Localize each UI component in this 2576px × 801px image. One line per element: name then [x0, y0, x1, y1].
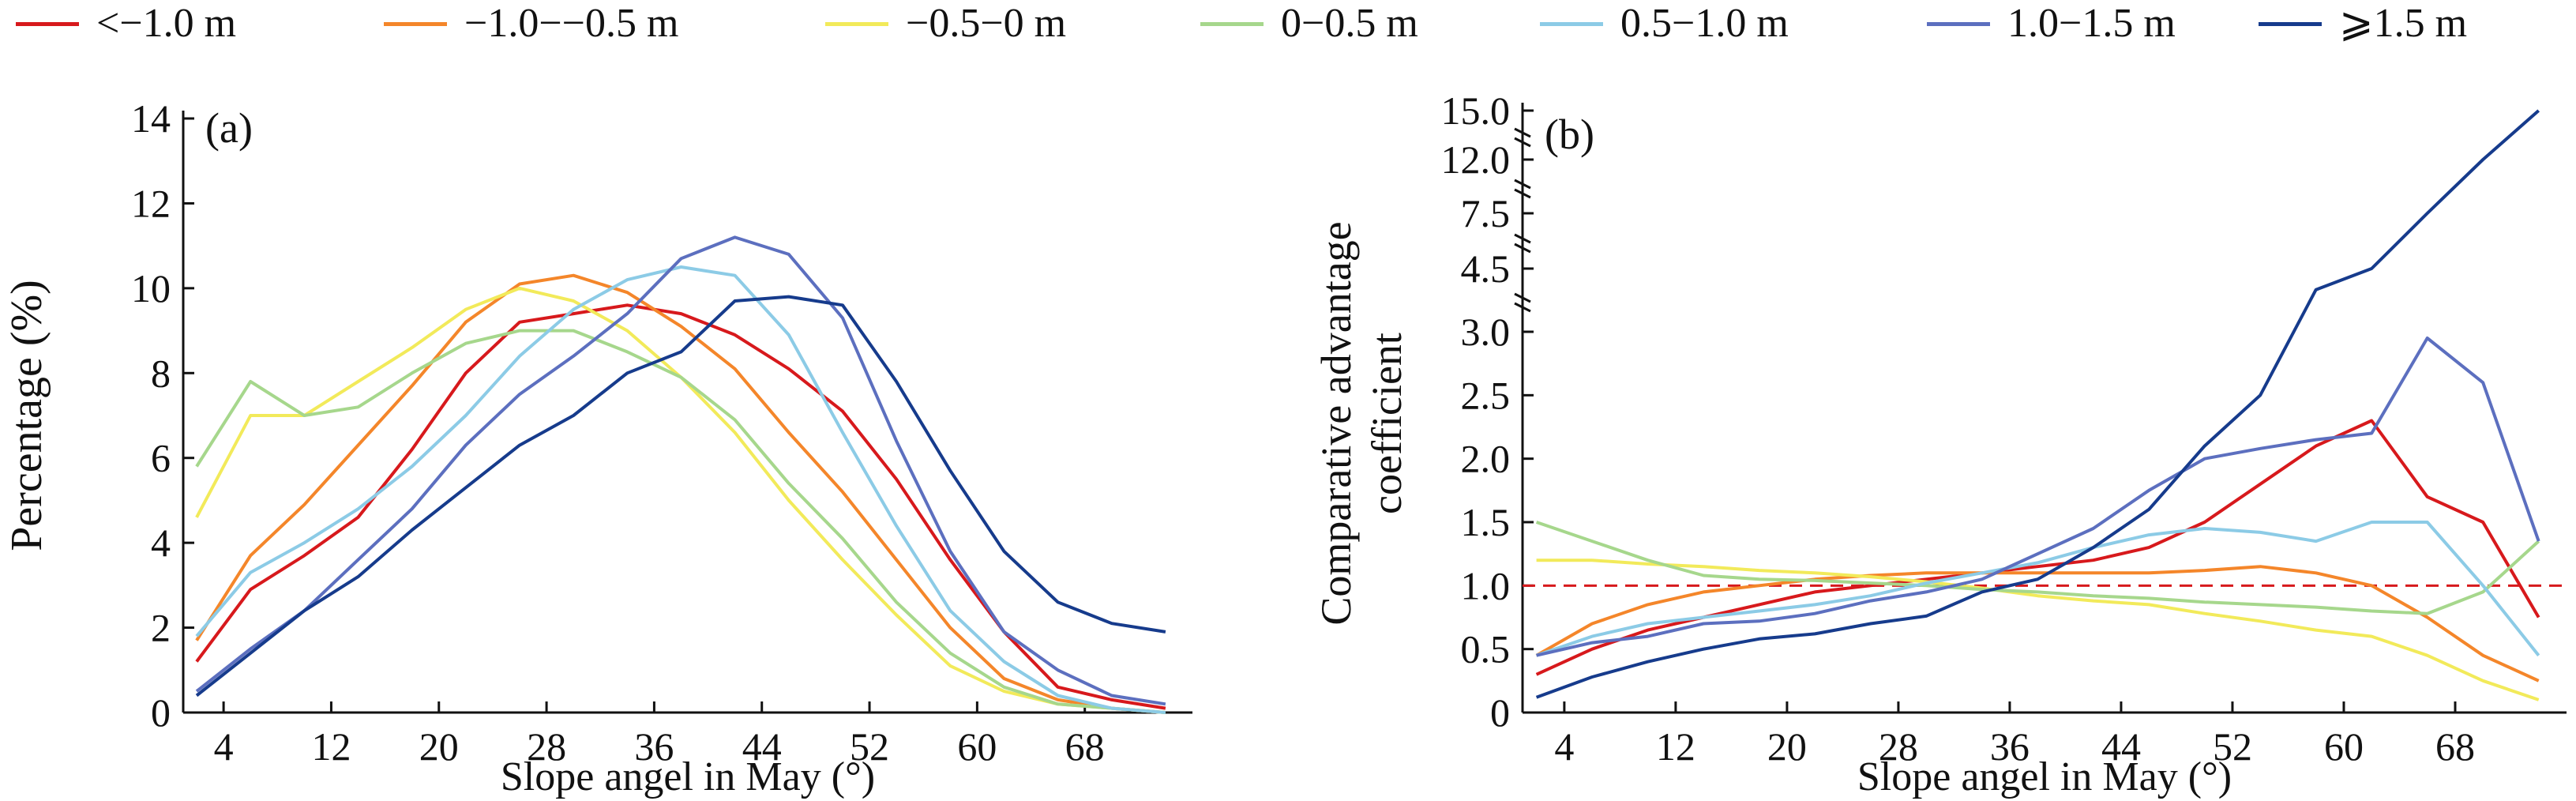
axis-break-mark — [1514, 243, 1531, 254]
legend-item: 1.0−1.5 m — [1927, 0, 2176, 47]
y-tick-label: 8 — [151, 351, 171, 395]
y-tick-label: 14 — [131, 96, 171, 141]
legend-swatch — [1200, 21, 1264, 26]
series-line — [195, 273, 1166, 714]
series-line — [195, 303, 1166, 710]
series-line — [1535, 521, 2540, 657]
y-tick-label: 4 — [151, 521, 171, 565]
x-tick-label: 12 — [311, 724, 351, 769]
y-tick-label: 2.0 — [1461, 437, 1511, 481]
legend-label: 1.0−1.5 m — [2007, 1, 2176, 46]
legend-label: 0−0.5 m — [1281, 1, 1418, 46]
legend-swatch — [825, 21, 888, 26]
x-tick-label: 28 — [1879, 724, 1918, 769]
legend-item: 0.5−1.0 m — [1540, 0, 1789, 47]
legend-item: <−1.0 m — [16, 0, 236, 47]
legend-label: −1.0−−0.5 m — [464, 1, 679, 46]
legend-label: ⩾1.5 m — [2339, 1, 2468, 46]
axis-break-mark — [1514, 137, 1531, 148]
y-tick-label: 0.5 — [1461, 627, 1511, 671]
y-tick-label: 0 — [1490, 690, 1510, 735]
y-axis-label: Comparative advantagecoefficient — [1312, 221, 1410, 625]
legend-item: −1.0−−0.5 m — [384, 0, 678, 47]
x-tick-label: 60 — [957, 724, 997, 769]
y-tick-label: 0 — [151, 690, 171, 735]
axis-break-mark — [1514, 292, 1531, 303]
legend-label: 0.5−1.0 m — [1620, 1, 1789, 46]
legend: <−1.0 m −1.0−−0.5 m −0.5−0 m 0−0.5 m 0.5−1.0… — [0, 0, 2576, 47]
x-tick-label: 44 — [2101, 724, 2141, 769]
legend-label: <−1.0 m — [96, 1, 237, 46]
series-line — [1535, 419, 2540, 676]
y-tick-label: 3.0 — [1461, 310, 1511, 354]
axis-break-mark — [1514, 127, 1531, 138]
x-tick-label: 68 — [1065, 724, 1105, 769]
legend-swatch — [2259, 21, 2322, 26]
x-axis-label: Slope angel in May (°) — [1857, 754, 2232, 799]
series-line — [1535, 109, 2540, 699]
legend-swatch — [1540, 21, 1603, 26]
legend-label: −0.5−0 m — [906, 1, 1067, 46]
panel-label: (b) — [1545, 111, 1594, 158]
x-tick-label: 36 — [1990, 724, 2030, 769]
legend-swatch — [1927, 21, 1990, 26]
series-line — [195, 295, 1166, 698]
y-tick-label: 2 — [151, 606, 171, 650]
panel-label: (a) — [205, 104, 253, 152]
x-tick-label: 60 — [2324, 724, 2364, 769]
y-tick-label: 4.5 — [1461, 246, 1511, 291]
axis-break-mark — [1514, 302, 1531, 313]
legend-swatch — [384, 21, 447, 26]
series-line — [1536, 558, 2540, 701]
x-axis-label: Slope angel in May (°) — [501, 754, 875, 799]
y-tick-label: 2.5 — [1461, 373, 1511, 417]
x-tick-label: 52 — [850, 724, 889, 769]
x-tick-label: 20 — [419, 724, 459, 769]
y-tick-label: 10 — [131, 266, 171, 310]
y-tick-label: 15.0 — [1441, 88, 1511, 133]
series-line — [1536, 337, 2540, 657]
series-line — [1535, 521, 2540, 615]
series-line — [195, 235, 1166, 706]
series-line — [195, 265, 1166, 714]
series-line — [195, 329, 1166, 714]
y-tick-label: 12.0 — [1441, 137, 1511, 182]
y-axis-label: Percentage (%) — [2, 280, 51, 551]
legend-swatch — [16, 21, 79, 26]
x-tick-label: 28 — [527, 724, 566, 769]
axis-break-mark — [1514, 233, 1531, 244]
y-tick-label: 1.5 — [1461, 500, 1511, 544]
x-tick-label: 4 — [1554, 724, 1574, 769]
legend-item: ⩾1.5 m — [2259, 0, 2467, 47]
axis-break-mark — [1514, 188, 1531, 199]
x-tick-label: 68 — [2435, 724, 2475, 769]
legend-item: −0.5−0 m — [825, 0, 1066, 47]
series-line — [1535, 565, 2540, 683]
y-tick-label: 7.5 — [1461, 191, 1511, 235]
x-tick-label: 44 — [742, 724, 782, 769]
legend-item: 0−0.5 m — [1200, 0, 1418, 47]
y-tick-label: 6 — [151, 436, 171, 480]
axis-break-mark — [1514, 179, 1531, 190]
x-tick-label: 4 — [214, 724, 234, 769]
y-tick-label: 1.0 — [1461, 563, 1511, 607]
y-tick-label: 12 — [131, 181, 171, 225]
x-tick-label: 52 — [2213, 724, 2252, 769]
x-tick-label: 12 — [1656, 724, 1695, 769]
x-tick-label: 36 — [634, 724, 674, 769]
x-tick-label: 20 — [1767, 724, 1807, 769]
